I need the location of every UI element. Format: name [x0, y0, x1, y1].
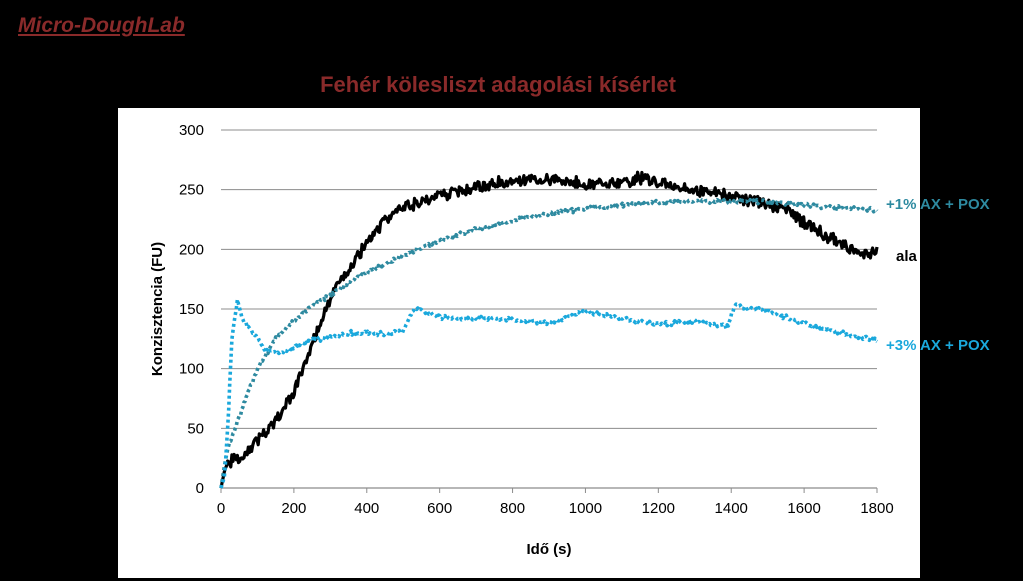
x-tick-label: 0	[217, 500, 225, 517]
x-tick-label: 200	[281, 500, 306, 517]
y-tick-label: 300	[179, 122, 204, 139]
slide-title: Fehér kölesliszt adagolási kísérlet	[320, 72, 676, 97]
y-tick-label: 250	[179, 182, 204, 199]
x-tick-label: 1800	[860, 500, 893, 517]
series-label-1pct: +1% AX + POX	[886, 196, 990, 213]
y-tick-label: 0	[196, 480, 204, 497]
series-line-1pct	[219, 197, 879, 489]
y-tick-label: 100	[179, 361, 204, 378]
series-line-ala	[219, 170, 879, 489]
series-label-3pct: +3% AX + POX	[886, 337, 990, 354]
series-label-ala: ala	[896, 248, 918, 265]
x-tick-label: 1200	[642, 500, 675, 517]
y-tick-label: 200	[179, 241, 204, 258]
x-tick-label: 600	[427, 500, 452, 517]
series-line-3pct	[219, 297, 878, 489]
x-tick-label: 400	[354, 500, 379, 517]
x-tick-label: 800	[500, 500, 525, 517]
y-tick-label: 150	[179, 301, 204, 318]
x-tick-label: 1000	[569, 500, 602, 517]
plot-panel	[118, 108, 920, 578]
x-tick-label: 1600	[787, 500, 820, 517]
x-axis-title: Idő (s)	[527, 541, 572, 558]
brand-label: Micro-DoughLab	[18, 14, 185, 37]
x-tick-label: 1400	[715, 500, 748, 517]
y-axis-title: Konzisztencia (FU)	[149, 242, 166, 376]
y-tick-label: 50	[187, 420, 204, 437]
